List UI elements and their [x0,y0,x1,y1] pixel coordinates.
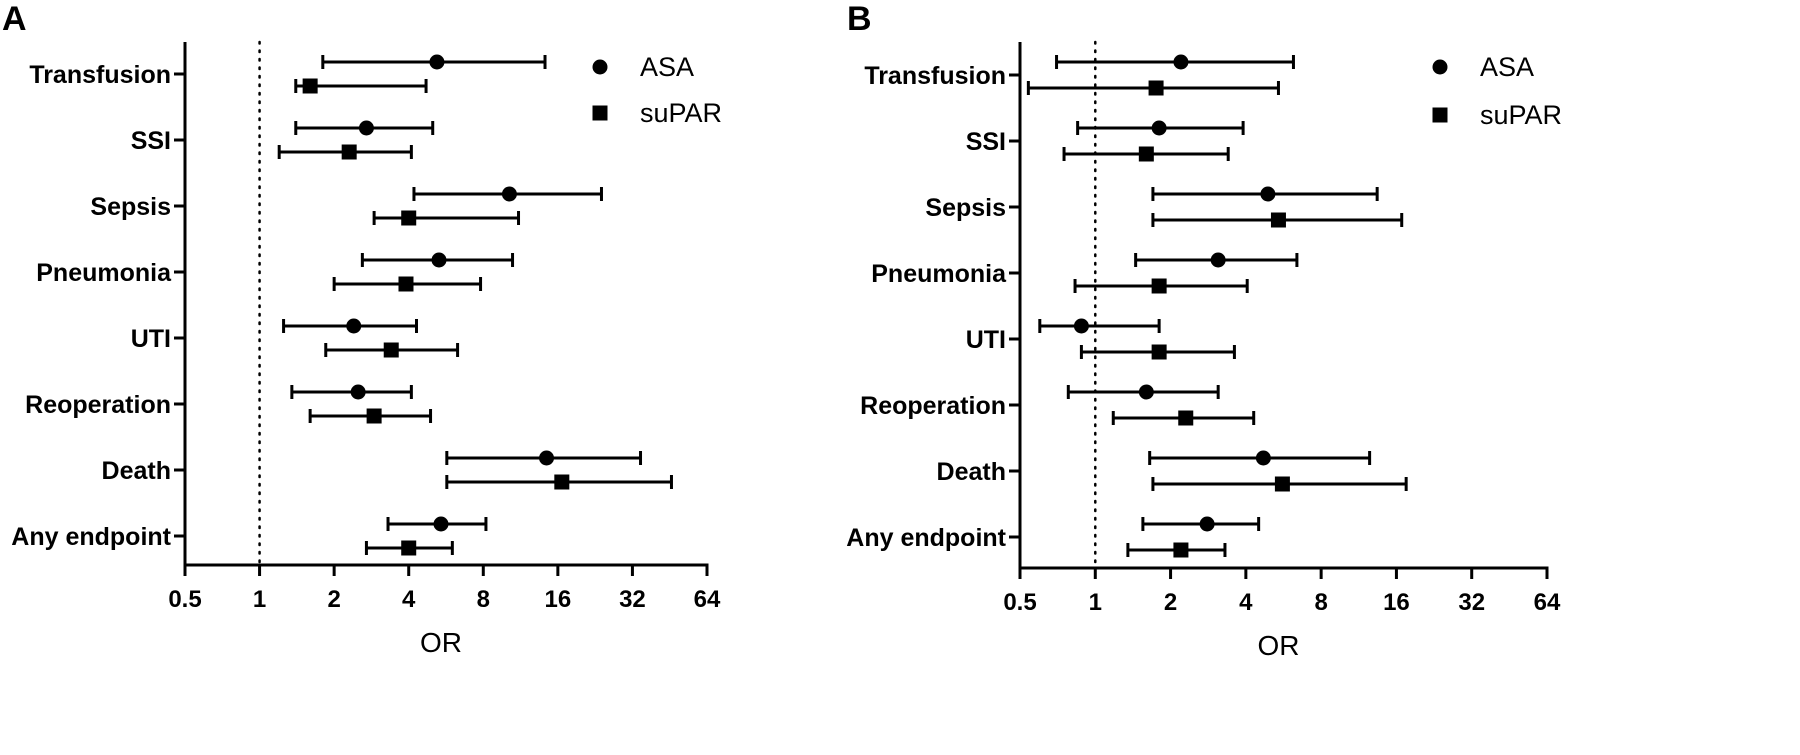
x-tick-label: 32 [1458,589,1485,616]
category-label: Reoperation [25,391,171,419]
panel-letter: A [2,0,27,38]
point-marker-circle [358,120,374,136]
x-tick-label: 1 [253,586,266,613]
category-label: SSI [966,128,1006,156]
legend-label: suPAR [640,98,722,128]
x-tick-label: 0.5 [168,586,201,613]
x-tick-label: 32 [619,586,646,613]
point-marker-circle [431,252,447,268]
point-marker-square [341,144,357,160]
x-tick-label: 1 [1089,589,1102,616]
point-marker-circle [346,318,362,334]
panel-b: B 0.5 1 2 4 8 16 32 64 OR Transfusion SSI Sepsis Pneu… [846,0,1562,661]
x-tick-label: 8 [477,586,490,613]
x-tick-label: 4 [1239,589,1253,616]
legend-marker-square [592,105,608,121]
point-marker-square [401,210,417,226]
legend-marker-circle [1432,59,1448,75]
panel-a: A 0.5 1 2 4 8 16 32 64 OR Transfusion SSI Sepsis Pneu… [2,0,722,658]
point-marker-circle [429,54,445,70]
legend-label: ASA [1480,52,1534,82]
x-tick-label: 16 [1383,589,1410,616]
category-label: SSI [131,127,171,155]
point-marker-square [554,474,570,490]
point-marker-square [398,276,414,292]
point-marker-circle [1199,516,1215,532]
x-axis-title: OR [1258,630,1300,661]
point-marker-circle [1260,186,1276,202]
legend-label: ASA [640,52,694,82]
point-marker-circle [501,186,517,202]
point-marker-square [1151,278,1167,294]
category-label: Any endpoint [846,524,1006,552]
x-tick-label: 16 [545,586,572,613]
x-tick-label: 0.5 [1003,589,1036,616]
category-label: UTI [966,326,1006,354]
legend-marker-circle [592,59,608,75]
x-tick-label: 2 [327,586,340,613]
x-tick-label: 64 [694,586,721,613]
category-label: Sepsis [90,193,171,221]
point-marker-circle [1255,450,1271,466]
category-label: Death [102,457,171,485]
point-marker-circle [1173,54,1189,70]
point-marker-circle [539,450,555,466]
category-label: Pneumonia [36,259,172,287]
category-label: Death [937,458,1006,486]
point-marker-square [383,342,399,358]
point-marker-circle [1138,384,1154,400]
legend-label: suPAR [1480,100,1562,130]
category-label: Pneumonia [871,260,1007,288]
point-marker-square [1138,146,1154,162]
category-label: Reoperation [860,392,1006,420]
x-tick-label: 4 [402,586,416,613]
point-marker-square [366,408,382,424]
category-label: Transfusion [864,62,1006,90]
x-axis-title: OR [420,627,462,658]
point-marker-circle [1151,120,1167,136]
point-marker-square [1178,410,1194,426]
point-marker-square [1270,212,1286,228]
point-marker-circle [350,384,366,400]
point-marker-square [1148,80,1164,96]
point-marker-square [302,78,318,94]
category-label: UTI [131,325,171,353]
point-marker-circle [433,516,449,532]
point-marker-square [1151,344,1167,360]
point-marker-square [1173,542,1189,558]
x-tick-label: 8 [1314,589,1327,616]
category-label: Any endpoint [11,523,171,551]
x-tick-label: 64 [1534,589,1561,616]
point-marker-square [1274,476,1290,492]
point-marker-circle [1210,252,1226,268]
category-label: Sepsis [925,194,1006,222]
panel-letter: B [847,0,872,38]
x-tick-label: 2 [1164,589,1177,616]
legend-marker-square [1432,107,1448,123]
point-marker-circle [1073,318,1089,334]
category-label: Transfusion [29,61,171,89]
point-marker-square [401,540,417,556]
